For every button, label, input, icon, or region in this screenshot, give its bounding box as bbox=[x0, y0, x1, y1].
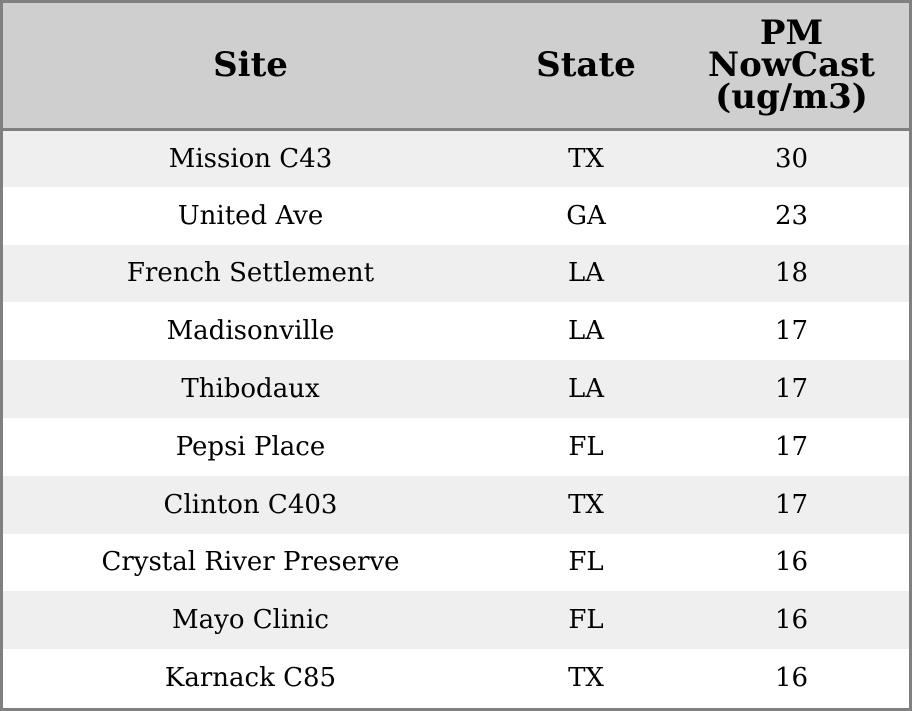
cell-site: Madisonville bbox=[166, 316, 335, 347]
header-pm-line-3: (ug/m3) bbox=[715, 77, 868, 118]
cell-state: GA bbox=[566, 200, 606, 231]
cell-site: Mission C43 bbox=[168, 143, 333, 174]
pm-nowcast-table: Site State PM NowCast (ug/m3) Mission C4… bbox=[3, 3, 909, 707]
cell-state: TX bbox=[568, 489, 604, 520]
cell-site: Mayo Clinic bbox=[172, 605, 329, 636]
cell-site: French Settlement bbox=[126, 258, 375, 289]
table-body: Mission C43 TX 30 United Ave GA 23 French Sett… bbox=[3, 129, 909, 707]
cell-state: FL bbox=[568, 605, 604, 636]
cell-pm-nowcast: 17 bbox=[774, 431, 809, 462]
cell-state: FL bbox=[568, 431, 604, 462]
cell-site: United Ave bbox=[177, 200, 324, 231]
cell-pm-nowcast: 18 bbox=[774, 258, 809, 289]
table-row: Clinton C403 TX 17 bbox=[3, 475, 909, 534]
header-pm-line-2: NowCast bbox=[708, 45, 875, 86]
table-row: Thibodaux LA 17 bbox=[3, 360, 909, 418]
cell-state: TX bbox=[568, 663, 604, 694]
header-site: Site bbox=[3, 3, 498, 131]
cell-state: FL bbox=[568, 547, 604, 578]
cell-pm-nowcast: 16 bbox=[774, 663, 809, 694]
cell-site: Pepsi Place bbox=[175, 431, 326, 462]
cell-pm-nowcast: 17 bbox=[774, 489, 809, 520]
cell-state: TX bbox=[568, 143, 604, 174]
table-header-row: Site State PM NowCast (ug/m3) bbox=[3, 3, 909, 131]
cell-site: Thibodaux bbox=[181, 374, 320, 405]
table-row: Crystal River Preserve FL 16 bbox=[3, 533, 909, 592]
table-row: Madisonville LA 17 bbox=[3, 302, 909, 361]
cell-site: Karnack C85 bbox=[164, 663, 337, 694]
cell-pm-nowcast: 17 bbox=[774, 316, 809, 347]
header-pm-nowcast: PM NowCast (ug/m3) bbox=[674, 3, 909, 131]
cell-pm-nowcast: 30 bbox=[774, 143, 809, 174]
header-site-line: Site bbox=[213, 45, 288, 86]
header-state-line: State bbox=[536, 45, 636, 86]
header-pm-line-1: PM bbox=[759, 13, 824, 54]
table-row: Pepsi Place FL 17 bbox=[3, 417, 909, 476]
header-state: State bbox=[498, 3, 674, 131]
table-row: Karnack C85 TX 16 bbox=[3, 649, 909, 707]
cell-pm-nowcast: 23 bbox=[774, 200, 809, 231]
cell-state: LA bbox=[567, 258, 605, 289]
table-row: United Ave GA 23 bbox=[3, 186, 909, 245]
cell-site: Clinton C403 bbox=[163, 489, 338, 520]
cell-pm-nowcast: 17 bbox=[774, 374, 809, 405]
table-row: Mission C43 TX 30 bbox=[3, 129, 909, 187]
cell-site: Crystal River Preserve bbox=[101, 547, 400, 578]
cell-pm-nowcast: 16 bbox=[774, 605, 809, 636]
table-row: Mayo Clinic FL 16 bbox=[3, 591, 909, 650]
table-row: French Settlement LA 18 bbox=[3, 244, 909, 303]
cell-state: LA bbox=[567, 316, 605, 347]
cell-pm-nowcast: 16 bbox=[774, 547, 809, 578]
cell-state: LA bbox=[567, 374, 605, 405]
